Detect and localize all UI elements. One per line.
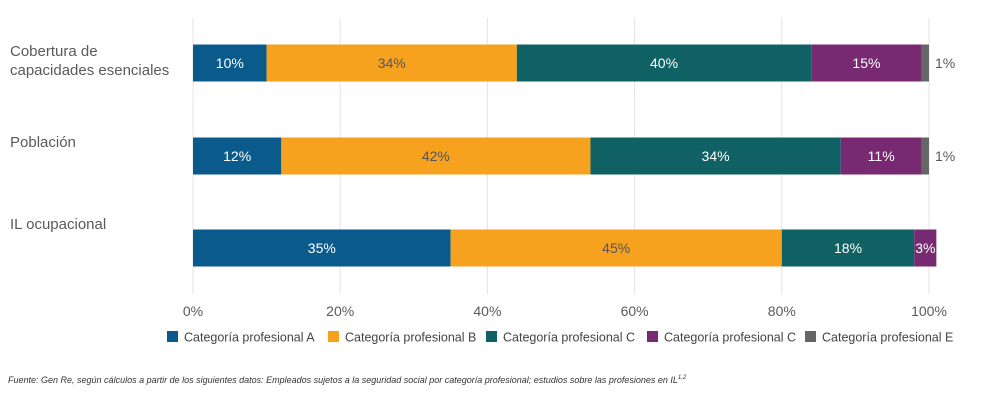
bar-segment bbox=[590, 137, 841, 175]
legend-swatch bbox=[647, 331, 658, 342]
data-label: 34% bbox=[378, 55, 406, 71]
legend-swatch bbox=[167, 331, 178, 342]
x-tick-label: 60% bbox=[621, 303, 649, 319]
data-label: 12% bbox=[223, 148, 251, 164]
x-tick-label: 80% bbox=[768, 303, 796, 319]
legend-label: Categoría profesional C bbox=[664, 331, 796, 345]
data-label: 11% bbox=[868, 148, 895, 164]
bar-segment bbox=[921, 137, 929, 175]
category-label: Cobertura de capacidades esenciales bbox=[10, 43, 169, 79]
legend-label: Categoría profesional C bbox=[503, 331, 635, 345]
bar-segment bbox=[516, 44, 812, 82]
data-label: 40% bbox=[650, 55, 678, 71]
x-tick-label: 100% bbox=[911, 303, 947, 319]
bar-segment bbox=[193, 229, 451, 267]
data-label: 1% bbox=[935, 55, 955, 71]
bar-segment bbox=[266, 44, 517, 82]
bar-segment bbox=[193, 137, 282, 175]
legend-label: Categoría profesional E bbox=[822, 331, 953, 345]
bar-segment bbox=[840, 137, 922, 175]
data-label: 3% bbox=[915, 240, 935, 256]
footnote: Fuente: Gen Re, según cálculos a partir … bbox=[8, 375, 993, 385]
bar-segment bbox=[914, 229, 937, 267]
legend-swatch bbox=[805, 331, 816, 342]
bar-segment bbox=[450, 229, 782, 267]
legend-label: Categoría profesional A bbox=[184, 331, 315, 345]
bar-segment bbox=[921, 44, 929, 82]
bar-segment bbox=[281, 137, 591, 175]
footnote-superscript: 1,2 bbox=[677, 375, 687, 381]
category-label: Población bbox=[10, 134, 76, 151]
data-label: 45% bbox=[602, 240, 630, 256]
data-label: 1% bbox=[935, 148, 955, 164]
category-label: IL ocupacional bbox=[10, 216, 106, 233]
x-axis-ticks: 0% 20% 40% 60% 80% 100% bbox=[183, 303, 947, 319]
data-label: 10% bbox=[216, 55, 244, 71]
legend-label: Categoría profesional B bbox=[345, 331, 476, 345]
data-label: 18% bbox=[834, 240, 862, 256]
bars: 10% 34% 40% 15% 1% 12% 42% 34% 11% 1% 35% 45% 18% 3% bbox=[193, 44, 955, 267]
data-label: 42% bbox=[422, 148, 450, 164]
data-label: 15% bbox=[852, 55, 880, 71]
data-label: 35% bbox=[308, 240, 336, 256]
data-label: 34% bbox=[702, 148, 730, 164]
x-tick-label: 40% bbox=[473, 303, 501, 319]
category-labels: Cobertura de capacidades esenciales Poblac… bbox=[10, 43, 169, 233]
stacked-bar-chart: 10% 34% 40% 15% 1%12% 42% 34% 11% 1%35% 45% 18% 3% … bbox=[10, 18, 955, 345]
legend-swatch bbox=[486, 331, 497, 342]
legend: Categoría profesional A Categoría profesi… bbox=[167, 331, 953, 345]
bar-segment bbox=[193, 44, 267, 82]
x-tick-label: 0% bbox=[183, 303, 203, 319]
bar-segment bbox=[781, 229, 915, 267]
x-tick-label: 20% bbox=[326, 303, 354, 319]
footnote-text: Fuente: Gen Re, según cálculos a partir … bbox=[8, 375, 678, 385]
legend-swatch bbox=[328, 331, 339, 342]
bar-segment bbox=[811, 44, 922, 82]
